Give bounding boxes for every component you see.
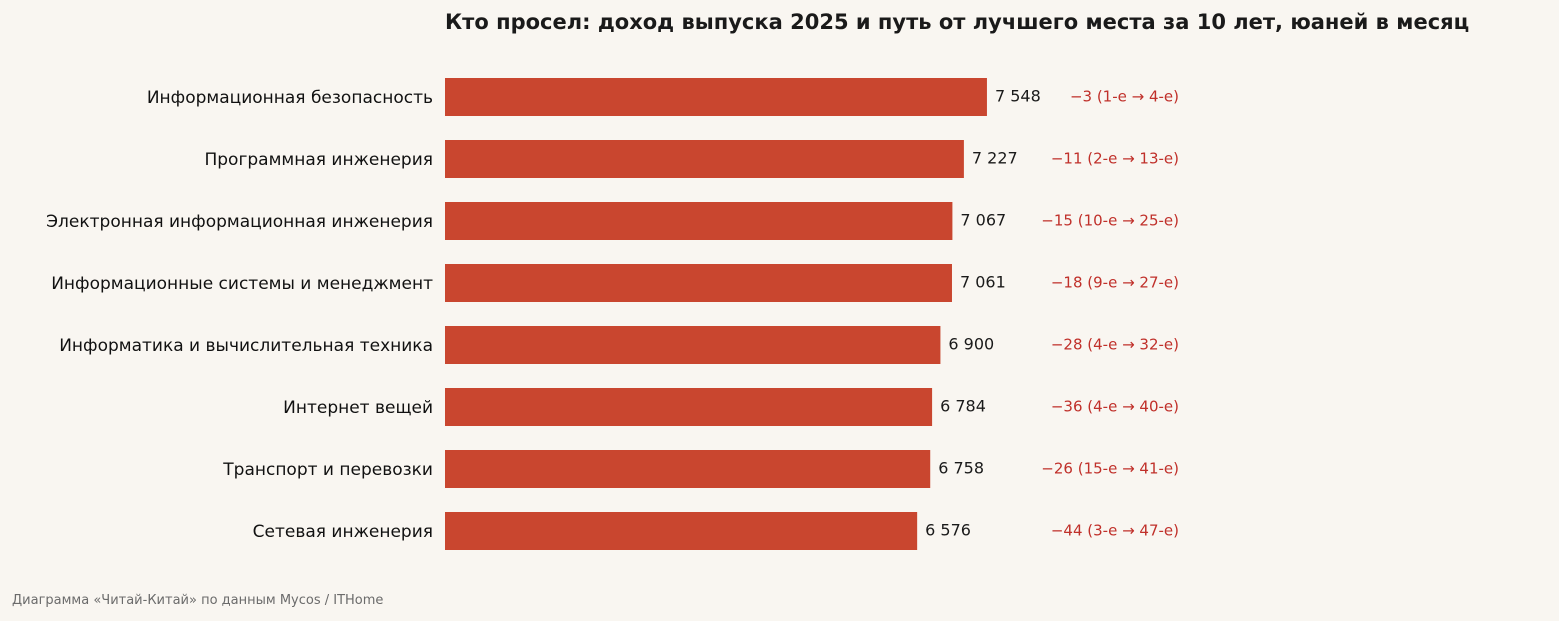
rank-change-label: −3 (1-е → 4-е): [1070, 88, 1179, 106]
rank-change-label: −15 (10-е → 25-е): [1041, 212, 1179, 230]
value-label: 6 758: [938, 459, 984, 478]
category-label: Электронная информационная инженерия: [46, 212, 433, 232]
bar: [445, 78, 987, 116]
bar: [445, 512, 918, 550]
category-label: Информатика и вычислительная техника: [59, 336, 433, 356]
value-label: 7 227: [972, 149, 1018, 168]
bar: [445, 450, 931, 488]
category-label: Интернет вещей: [283, 398, 433, 418]
value-label: 6 900: [948, 335, 994, 354]
rank-change-label: −36 (4-е → 40-е): [1051, 398, 1179, 416]
category-label: Программная инженерия: [204, 150, 433, 170]
category-label: Транспорт и перевозки: [222, 460, 433, 480]
rank-change-label: −26 (15-е → 41-е): [1041, 460, 1179, 478]
source-note: Диаграмма «Читай-Китай» по данным Mycos …: [12, 593, 384, 608]
value-label: 7 548: [995, 87, 1041, 106]
rank-change-label: −44 (3-е → 47-е): [1051, 522, 1179, 540]
value-label: 6 784: [940, 397, 986, 416]
rank-change-label: −28 (4-е → 32-е): [1051, 336, 1179, 354]
category-label: Информационная безопасность: [147, 88, 433, 108]
value-label: 7 067: [960, 211, 1006, 230]
rank-change-label: −11 (2-е → 13-е): [1051, 150, 1179, 168]
category-label: Сетевая инженерия: [253, 522, 433, 542]
value-label: 6 576: [925, 521, 971, 540]
bar: [445, 140, 964, 178]
bar: [445, 264, 952, 302]
rank-change-label: −18 (9-е → 27-е): [1051, 274, 1179, 292]
chart-title: Кто просел: доход выпуска 2025 и путь от…: [445, 10, 1470, 34]
category-label: Информационные системы и менеджмент: [51, 274, 433, 294]
bar: [445, 326, 941, 364]
bar: [445, 388, 933, 426]
bar: [445, 202, 953, 240]
value-label: 7 061: [960, 273, 1006, 292]
